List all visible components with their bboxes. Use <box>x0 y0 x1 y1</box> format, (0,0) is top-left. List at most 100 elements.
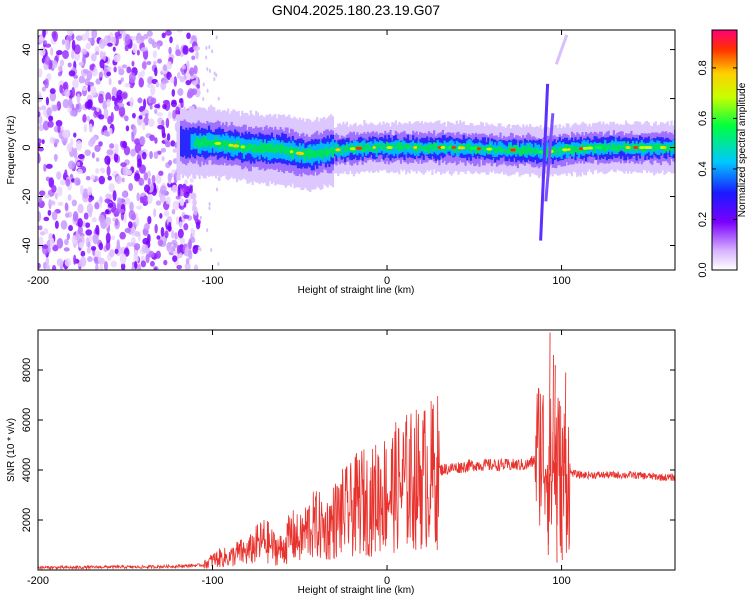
noise-blob <box>124 34 131 46</box>
noise-blob <box>143 184 151 193</box>
x-tick-label: -200 <box>27 575 49 587</box>
noise-blob <box>118 79 122 85</box>
noise-blob <box>105 232 111 244</box>
noise-speck <box>206 228 209 233</box>
noise-blob <box>178 97 183 104</box>
noise-speck <box>205 46 208 51</box>
noise-blob <box>118 68 125 76</box>
noise-blob <box>113 66 117 73</box>
noise-blob <box>162 103 168 110</box>
noise-blob <box>110 111 114 123</box>
noise-blob <box>73 177 81 186</box>
snr-series-line <box>38 387 675 570</box>
noise-blob <box>152 60 157 66</box>
noise-blob <box>153 208 157 218</box>
noise-blob <box>120 162 127 168</box>
noise-blob <box>64 238 69 246</box>
noise-blob <box>149 260 155 267</box>
noise-blob <box>105 209 110 215</box>
noise-blob <box>175 195 181 200</box>
noise-blob <box>85 175 91 181</box>
noise-blob <box>147 177 151 186</box>
noise-blob <box>136 205 143 210</box>
noise-blob <box>125 197 131 205</box>
noise-blob <box>87 37 92 42</box>
noise-blob <box>184 179 189 185</box>
y-tick-label: 0 <box>21 144 33 150</box>
snr-panel: -200 -100 0 100 8000 6000 4000 2000 Height of s… <box>6 329 676 596</box>
noise-blob <box>98 214 105 223</box>
noise-blob <box>147 215 152 225</box>
noise-blob <box>39 231 45 236</box>
noise-blob <box>175 49 182 57</box>
noise-blob <box>173 76 178 87</box>
noise-blob <box>71 199 78 207</box>
noise-blob <box>111 86 118 98</box>
noise-blob <box>136 192 140 202</box>
noise-blob <box>68 97 73 109</box>
noise-blob <box>109 143 115 149</box>
noise-blob <box>189 185 193 194</box>
noise-blob <box>98 242 104 251</box>
noise-blob <box>75 35 83 41</box>
noise-blob <box>146 83 153 88</box>
noise-blob <box>90 86 97 97</box>
noise-blob <box>195 221 201 230</box>
noise-blob <box>38 236 44 247</box>
noise-blob <box>163 259 168 266</box>
noise-blob <box>76 161 81 167</box>
noise-blob <box>157 42 161 50</box>
noise-blob <box>189 177 194 183</box>
noise-blob <box>154 67 158 77</box>
noise-blob <box>57 201 64 207</box>
noise-blob <box>81 86 88 91</box>
noise-blob <box>66 30 73 37</box>
noise-blob <box>52 30 58 42</box>
noise-blob <box>157 124 164 130</box>
noise-blob <box>104 198 111 204</box>
noise-blob <box>88 235 93 243</box>
noise-blob <box>196 84 201 90</box>
noise-blob <box>47 209 52 216</box>
noise-blob <box>78 241 85 249</box>
noise-blob <box>127 221 133 229</box>
noise-blob <box>83 212 89 220</box>
spectral-peak <box>660 146 664 150</box>
noise-blob <box>94 144 101 153</box>
noise-blob <box>186 32 191 40</box>
noise-speck <box>217 96 220 101</box>
noise-blob <box>66 142 73 153</box>
noise-blob <box>149 104 153 110</box>
noise-blob <box>43 216 50 222</box>
noise-blob <box>56 171 62 180</box>
noise-blob <box>107 175 112 181</box>
noise-blob <box>148 250 155 258</box>
snr-peak <box>547 464 549 556</box>
snr-peak <box>561 477 563 561</box>
snr-x-label: Height of straight line (km) <box>298 585 415 596</box>
noise-blob <box>182 185 188 193</box>
noise-blob <box>67 160 75 170</box>
noise-blob <box>77 203 84 214</box>
y-tick-label: 20 <box>21 92 33 104</box>
noise-blob <box>87 84 91 92</box>
noise-blob <box>178 229 184 239</box>
noise-blob <box>176 30 183 33</box>
x-tick-label: 100 <box>552 275 570 287</box>
noise-blob <box>94 46 100 54</box>
spectral-spike <box>554 34 569 65</box>
noise-blob <box>95 168 100 174</box>
noise-blob <box>171 209 176 215</box>
noise-blob <box>94 202 100 210</box>
noise-blob <box>60 220 68 230</box>
noise-blob <box>38 124 44 132</box>
noise-speck <box>215 35 218 40</box>
noise-blob <box>73 44 81 55</box>
noise-blob <box>73 254 77 265</box>
noise-blob <box>129 96 134 108</box>
y-tick-label: -40 <box>21 238 33 254</box>
noise-blob <box>156 112 164 117</box>
noise-blob <box>98 93 104 104</box>
noise-blob <box>48 115 54 122</box>
noise-blob <box>160 147 167 153</box>
